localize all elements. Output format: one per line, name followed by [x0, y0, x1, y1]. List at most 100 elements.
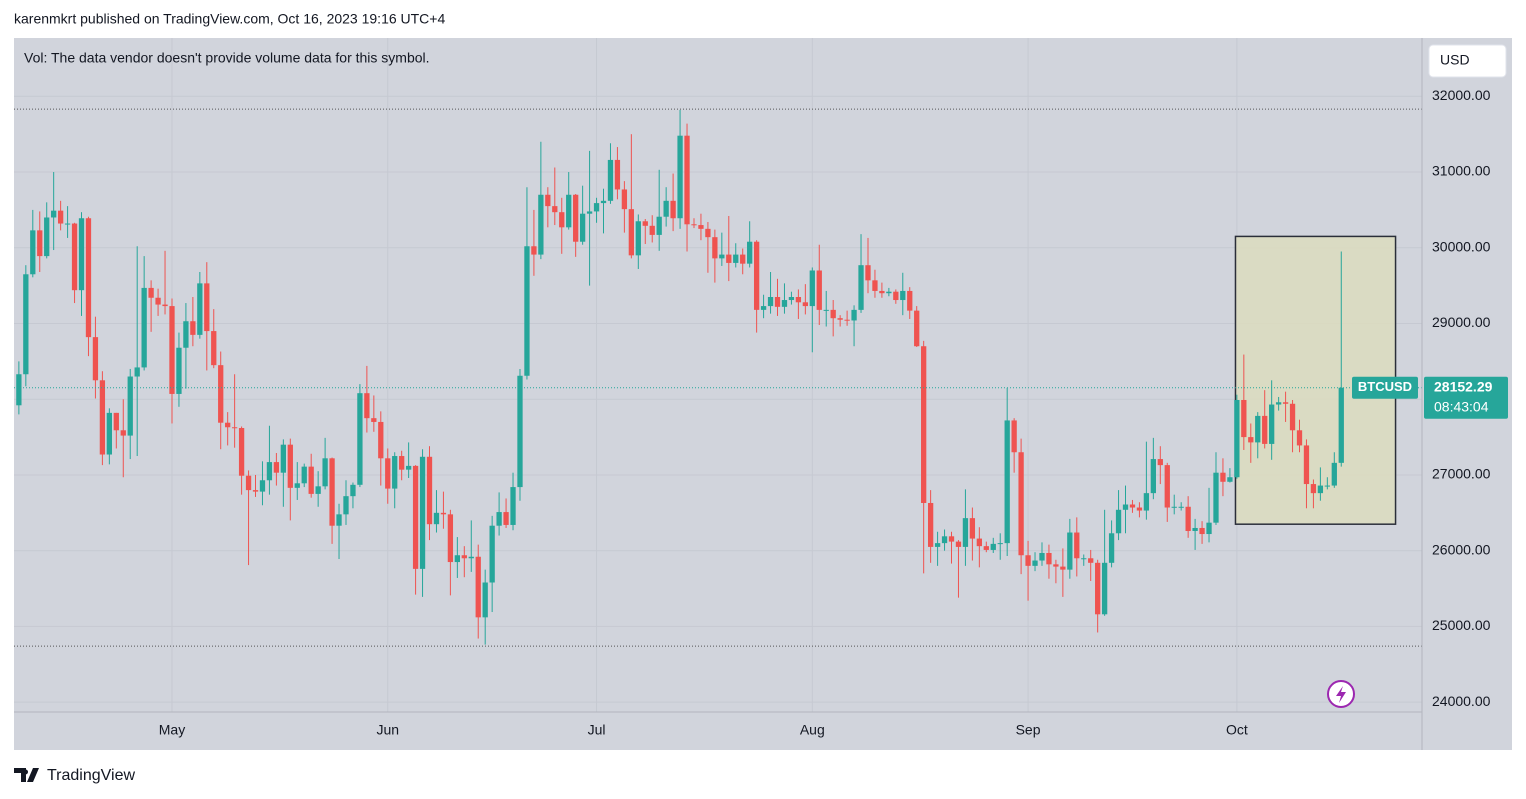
- candle-body: [538, 194, 544, 255]
- candle-body: [57, 210, 64, 224]
- candle-body: [106, 412, 112, 455]
- y-tick-label: 32000.00: [1432, 87, 1491, 103]
- candle-body: [1046, 552, 1052, 565]
- candle-body: [844, 319, 850, 321]
- candle-body: [1234, 399, 1240, 478]
- tv-logo-text: TradingView: [47, 767, 135, 784]
- candle-body: [169, 306, 175, 394]
- candle-body: [364, 393, 370, 419]
- candle-body: [941, 536, 948, 544]
- symbol-label: BTCUSD: [1358, 379, 1412, 394]
- candle-body: [795, 296, 802, 303]
- y-tick-label: 24000.00: [1432, 693, 1491, 709]
- candle-body: [656, 216, 662, 235]
- candle-body: [1025, 555, 1031, 566]
- candle-body: [510, 487, 516, 525]
- candle-body: [16, 374, 22, 406]
- candle-body: [1004, 420, 1010, 544]
- candle-body: [78, 218, 85, 291]
- candle-body: [371, 418, 377, 422]
- candle-body: [183, 321, 189, 348]
- candle-body: [781, 300, 788, 307]
- candle-body: [740, 254, 746, 264]
- candle-body: [350, 484, 356, 497]
- candle-body: [1108, 533, 1115, 563]
- candle-body: [907, 290, 913, 311]
- candle-body: [1067, 532, 1073, 570]
- candle-body: [1060, 566, 1066, 570]
- candle-body: [1192, 527, 1198, 532]
- candle-body: [51, 210, 57, 218]
- y-tick-label: 26000.00: [1432, 541, 1491, 557]
- candle-body: [405, 465, 412, 470]
- candle-body: [893, 291, 899, 301]
- candle-body: [524, 246, 530, 376]
- candle-body: [886, 291, 892, 294]
- candle-body: [1296, 430, 1303, 446]
- candle-body: [921, 346, 927, 503]
- candle-body: [23, 274, 29, 375]
- currency-label: USD: [1440, 52, 1470, 68]
- currency-button[interactable]: [1428, 44, 1507, 78]
- candle-body: [1289, 403, 1296, 431]
- candle-body: [134, 367, 140, 377]
- candle-body: [385, 458, 391, 489]
- candle-body: [677, 135, 683, 219]
- candle-body: [559, 212, 565, 228]
- candle-body: [670, 200, 676, 219]
- candle-body: [990, 543, 996, 550]
- candle-body: [447, 514, 454, 563]
- candle-body: [461, 555, 467, 559]
- candle-body: [30, 230, 36, 275]
- candle-body: [1331, 462, 1337, 486]
- candle-body: [148, 287, 154, 298]
- candle-body: [698, 225, 704, 229]
- candle-body: [218, 365, 224, 423]
- candle-body: [969, 518, 976, 539]
- candle-body: [1095, 562, 1101, 615]
- x-tick-label: Aug: [800, 722, 825, 738]
- candle-body: [837, 318, 843, 320]
- candle-body: [1248, 437, 1254, 443]
- candle-body: [280, 444, 286, 473]
- candle-body: [1129, 504, 1136, 508]
- candle-body: [1275, 402, 1282, 405]
- candle-body: [684, 135, 690, 225]
- candle-body: [141, 287, 147, 368]
- candle-body: [399, 456, 405, 470]
- candle-body: [252, 490, 259, 492]
- candle-body: [802, 302, 808, 307]
- candle-body: [1171, 506, 1177, 508]
- candle-body: [733, 254, 739, 263]
- candle-body: [1241, 399, 1247, 438]
- candle-body: [1213, 472, 1219, 523]
- price-badge: [1424, 376, 1508, 419]
- candle-body: [927, 502, 934, 547]
- candle-body: [127, 376, 133, 436]
- candle-body: [1122, 504, 1129, 510]
- candle-body: [176, 347, 182, 394]
- candle-body: [823, 309, 829, 311]
- candle-body: [322, 458, 328, 487]
- candle-body: [586, 211, 593, 214]
- candle-body: [1262, 415, 1268, 444]
- candle-body: [607, 159, 614, 201]
- candle-body: [635, 221, 641, 256]
- candle-body: [266, 462, 273, 481]
- x-tick-label: Oct: [1226, 722, 1248, 738]
- candle-body: [99, 380, 106, 455]
- candle-body: [579, 213, 586, 242]
- candle-body: [914, 310, 920, 347]
- x-tick-label: Sep: [1016, 722, 1041, 738]
- candle-body: [872, 280, 878, 291]
- candle-body: [329, 458, 335, 526]
- candle-body: [1199, 527, 1205, 535]
- candle-body: [1164, 465, 1170, 508]
- candle-body: [593, 203, 600, 212]
- candle-body: [1074, 532, 1080, 559]
- candle-body: [1185, 506, 1191, 532]
- candle-body: [113, 412, 119, 431]
- candle-body: [1101, 562, 1108, 615]
- candle-body: [760, 306, 767, 310]
